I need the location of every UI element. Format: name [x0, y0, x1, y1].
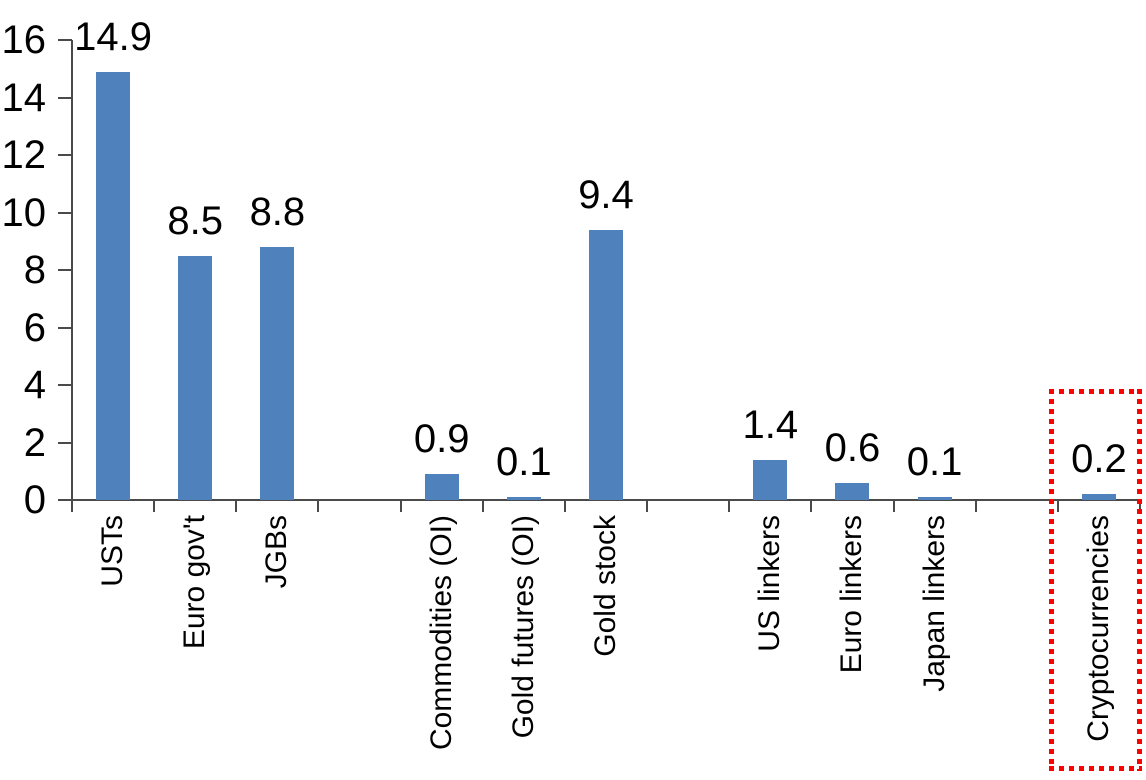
- bar-commodities-oi: [424, 474, 459, 500]
- highlight-box-right: [1137, 389, 1142, 771]
- y-axis-tick-label: 8: [23, 248, 46, 292]
- y-axis-tick-label: 14: [1, 75, 47, 120]
- y-axis-tick: [58, 269, 72, 271]
- bar-gold-futures-oi: [506, 497, 541, 500]
- bar-cryptocurrencies: [1081, 494, 1116, 500]
- y-axis-tick-label: 16: [1, 18, 47, 62]
- bar-gold-stock: [589, 230, 623, 500]
- category-label-gold-stock: Gold stock: [589, 515, 622, 657]
- x-axis-tick: [71, 500, 73, 512]
- bar-euro-gov-t: [178, 256, 213, 500]
- bar-euro-linkers: [835, 483, 870, 500]
- bar-japan-linkers: [917, 497, 952, 500]
- x-axis-line: [58, 499, 1141, 501]
- x-axis-tick: [1056, 500, 1059, 512]
- y-axis-tick-label: 2: [23, 420, 46, 465]
- y-axis-tick: [58, 326, 72, 329]
- value-label-commodities-oi: 0.9: [413, 417, 470, 461]
- category-label-us-linkers: US linkers: [753, 515, 787, 652]
- category-label-cryptocurrencies: Cryptocurrencies: [1081, 515, 1115, 742]
- y-axis-tick: [58, 441, 72, 444]
- x-axis-tick: [317, 500, 320, 512]
- category-label-usts: USTs: [96, 515, 130, 587]
- y-axis-line: [71, 40, 73, 512]
- x-axis-tick: [810, 500, 813, 512]
- highlight-box-left: [1048, 389, 1054, 771]
- value-label-jgbs: 8.8: [249, 190, 306, 234]
- y-axis-tick: [58, 211, 72, 214]
- y-axis-tick-label: 6: [23, 305, 46, 350]
- value-label-euro-gov-t: 8.5: [167, 199, 224, 243]
- value-label-gold-stock: 9.4: [578, 173, 634, 217]
- x-axis-tick: [399, 500, 402, 512]
- category-label-euro-gov-t: Euro gov't: [178, 515, 212, 650]
- category-label-jgbs: JGBs: [260, 515, 294, 589]
- y-axis-tick: [58, 384, 72, 386]
- category-label-japan-linkers: Japan linkers: [917, 515, 951, 692]
- y-axis-tick: [58, 96, 72, 99]
- x-axis-tick: [974, 500, 977, 512]
- value-label-us-linkers: 1.4: [742, 403, 799, 447]
- category-label-gold-futures-oi: Gold futures (OI): [506, 515, 540, 739]
- category-label-euro-linkers: Euro linkers: [835, 515, 869, 674]
- y-axis-tick-label: 0: [23, 478, 46, 522]
- y-axis-tick: [58, 154, 72, 156]
- x-axis-tick: [646, 500, 649, 512]
- x-axis-tick: [728, 500, 731, 512]
- x-axis-tick: [892, 500, 895, 512]
- x-axis-tick: [563, 500, 566, 512]
- bar-usts: [96, 72, 131, 500]
- x-axis-tick: [153, 500, 156, 512]
- y-axis-tick-label: 12: [1, 133, 47, 177]
- y-axis-tick: [58, 39, 72, 41]
- bar-jgbs: [260, 247, 295, 500]
- bar-us-linkers: [753, 460, 788, 500]
- value-label-japan-linkers: 0.1: [906, 440, 963, 484]
- value-label-gold-futures-oi: 0.1: [496, 440, 552, 484]
- y-axis-tick-label: 4: [23, 363, 46, 407]
- value-label-cryptocurrencies: 0.2: [1071, 437, 1127, 481]
- highlight-box-top: [1048, 389, 1142, 394]
- value-label-euro-linkers: 0.6: [824, 426, 881, 470]
- x-axis-tick: [235, 500, 238, 512]
- highlight-box-bottom: [1048, 766, 1142, 771]
- value-label-usts: 14.9: [74, 15, 152, 59]
- x-axis-tick: [481, 500, 484, 512]
- y-axis-tick-label: 10: [1, 190, 47, 235]
- category-label-commodities-oi: Commodities (OI): [424, 515, 458, 751]
